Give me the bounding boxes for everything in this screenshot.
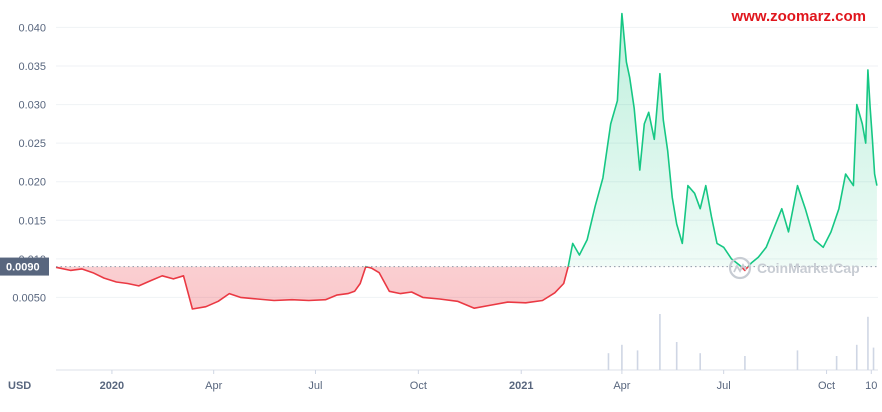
volume-bar xyxy=(872,347,875,370)
volume-bar xyxy=(659,314,661,370)
reference-line: 0.0090 xyxy=(0,257,878,276)
volume-bar xyxy=(675,342,678,370)
reference-label: 0.0090 xyxy=(6,262,40,274)
y-tick-label: 0.030 xyxy=(18,100,46,112)
volume-bar xyxy=(855,344,858,370)
price-area xyxy=(56,13,877,309)
price-area-below xyxy=(56,266,877,309)
volume-bar xyxy=(699,353,701,370)
coinmarketcap-icon xyxy=(728,256,752,280)
x-tick-label: Jul xyxy=(717,380,731,392)
y-tick-label: 0.040 xyxy=(18,22,46,34)
x-tick-label: 10 xyxy=(865,380,877,392)
y-tick-label: 0.0050 xyxy=(12,292,46,304)
volume-bar xyxy=(621,344,623,370)
watermark-text: www.zoomarz.com xyxy=(731,8,866,25)
y-tick-label: 0.020 xyxy=(18,177,46,189)
price-area-above xyxy=(568,13,877,267)
x-tick-label: 2021 xyxy=(509,380,533,392)
x-tick-label: Oct xyxy=(818,380,835,392)
grid-lines xyxy=(56,26,878,298)
x-tick-label: Oct xyxy=(410,380,427,392)
volume-bar xyxy=(835,356,838,370)
volume-bar xyxy=(867,316,869,370)
price-line xyxy=(55,12,878,310)
reference-label-box xyxy=(0,257,49,276)
x-tick-label: 2020 xyxy=(100,380,124,392)
y-tick-label: 0.025 xyxy=(18,138,46,150)
x-axis-ticks: 2020 Apr Jul Oct 2021 Apr Jul Oct 10 xyxy=(100,370,877,392)
price-line-below xyxy=(55,266,750,310)
x-tick-label: Apr xyxy=(205,380,222,392)
y-tick-label: 0.015 xyxy=(18,215,46,227)
y-tick-label: 0.035 xyxy=(18,61,46,73)
volume-bar xyxy=(796,350,799,370)
currency-label: USD xyxy=(8,380,31,392)
volume-bar xyxy=(607,353,610,370)
volume-bar xyxy=(636,350,639,370)
x-tick-label: Jul xyxy=(308,380,322,392)
coinmarketcap-logo: CoinMarketCap xyxy=(728,256,860,280)
coinmarketcap-label: CoinMarketCap xyxy=(757,260,860,276)
volume-bars xyxy=(56,314,878,371)
price-line-above xyxy=(56,12,878,267)
volume-bar xyxy=(744,356,746,370)
x-tick-label: Apr xyxy=(613,380,630,392)
